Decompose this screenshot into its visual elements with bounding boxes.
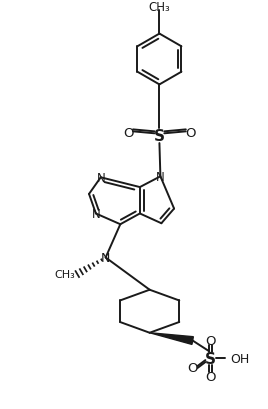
Text: O: O [205,370,215,383]
Text: O: O [185,126,196,139]
Text: CH₃: CH₃ [55,270,75,279]
Text: O: O [187,362,198,375]
Text: N: N [156,171,165,183]
Text: S: S [154,128,165,144]
Text: N: N [91,207,100,220]
Text: O: O [205,334,215,347]
Text: O: O [123,126,133,139]
Text: CH₃: CH₃ [148,1,170,14]
Text: N: N [96,171,105,184]
Text: N: N [101,252,110,264]
Polygon shape [150,333,193,344]
Text: OH: OH [230,352,249,365]
Text: S: S [205,351,216,366]
